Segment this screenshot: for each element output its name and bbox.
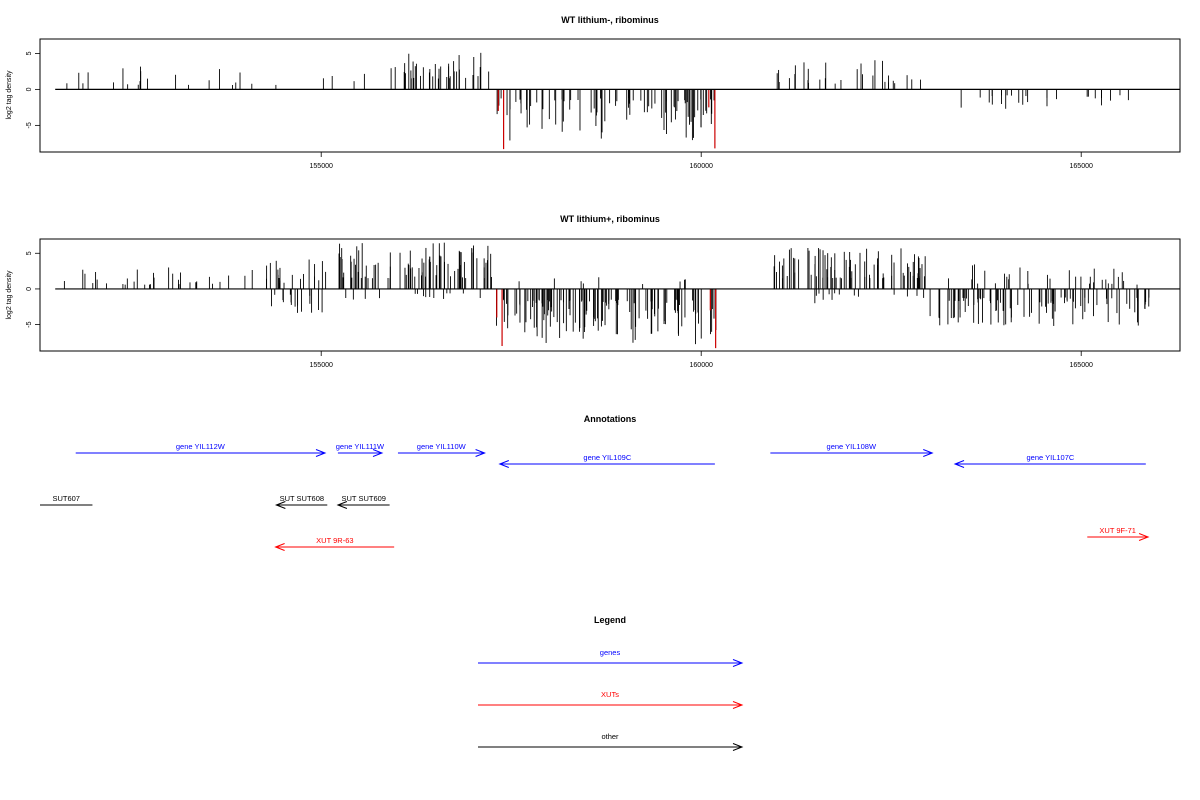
feature-label: SUT SUT609 (342, 494, 386, 503)
legend-title: Legend (594, 615, 626, 625)
feature-arrow (770, 449, 934, 457)
feature-arrow (953, 460, 1146, 468)
annotation-feature: gene YIL108W (770, 442, 934, 457)
legend-item: other (478, 732, 744, 751)
annotation-feature: gene YIL111W (336, 442, 385, 457)
x-tick-label: 160000 (690, 163, 713, 170)
legend: Legend genes XUTs other (478, 615, 744, 751)
y-tick-label: 5 (26, 251, 33, 255)
plot-frame (39, 38, 1181, 153)
y-axis: 5 0 -5 (26, 251, 40, 328)
bar-group (63, 242, 1150, 345)
feature-label: XUT 9F-71 (1099, 526, 1136, 535)
annotation-feature: gene YIL110W (397, 442, 486, 457)
annotation-feature: gene YIL109C (498, 453, 715, 468)
legend-items: genes XUTs other (478, 648, 744, 751)
feature-label: gene YIL112W (176, 442, 226, 451)
annotation-feature: SUT SUT608 (274, 494, 328, 509)
highlight-group (497, 89, 716, 150)
y-axis-label: log2 tag density (6, 70, 13, 120)
legend-label: other (601, 732, 619, 741)
feature-label: gene YIL110W (417, 442, 467, 451)
x-tick-label: 165000 (1070, 163, 1093, 170)
legend-label: genes (600, 648, 621, 657)
y-tick-label: -5 (26, 122, 33, 128)
legend-arrow (478, 659, 744, 667)
feature-arrow (498, 460, 715, 468)
y-tick-label: -5 (26, 321, 33, 327)
annotations-title: Annotations (584, 414, 637, 424)
y-tick-label: 5 (26, 51, 33, 55)
feature-label: gene YIL108W (827, 442, 877, 451)
x-axis: 155000 160000 165000 (310, 152, 1093, 170)
feature-arrow (1087, 533, 1150, 541)
annotation-feature: SUT607 (40, 494, 93, 506)
annotation-feature: SUT SUT609 (336, 494, 390, 509)
plot-frame (39, 238, 1181, 352)
y-tick-label: 0 (26, 287, 33, 291)
legend-item: genes (478, 648, 744, 667)
feature-arrow (274, 543, 395, 551)
panel-wt-lithium-minus: WT lithium-, ribominus 5 0 -5 155000 160000… (6, 15, 1181, 170)
highlight-group (496, 288, 717, 349)
feature-label: gene YIL107C (1027, 453, 1075, 462)
feature-arrow (397, 449, 486, 457)
chart-title: WT lithium-, ribominus (561, 15, 659, 25)
legend-arrow (478, 701, 744, 709)
feature-label: XUT 9R-63 (316, 536, 353, 545)
y-axis: 5 0 -5 (26, 51, 40, 128)
feature-arrow (274, 501, 328, 509)
annotation-feature: XUT 9R-63 (274, 536, 395, 551)
legend-arrow (478, 743, 744, 751)
feature-arrow (336, 501, 390, 509)
feature-arrow (75, 449, 327, 457)
annotations-panel: Annotations gene YIL112W gene YIL111W gene… (40, 414, 1150, 551)
annotation-feature: gene YIL112W (75, 442, 327, 457)
y-tick-label: 0 (26, 87, 33, 91)
x-tick-label: 160000 (690, 362, 713, 369)
annotation-feature: XUT 9F-71 (1087, 526, 1150, 541)
feature-group: gene YIL112W gene YIL111W gene YIL110W gene… (40, 442, 1150, 551)
y-axis-label: log2 tag density (6, 270, 13, 320)
chart-title: WT lithium+, ribominus (560, 214, 660, 224)
bar-group (66, 52, 1129, 141)
annotation-feature: gene YIL107C (953, 453, 1146, 468)
x-tick-label: 155000 (310, 362, 333, 369)
legend-item: XUTs (478, 690, 744, 709)
legend-label: XUTs (601, 690, 619, 699)
feature-label: gene YIL109C (583, 453, 631, 462)
feature-label: gene YIL111W (336, 442, 385, 451)
x-tick-label: 165000 (1070, 362, 1093, 369)
feature-label: SUT SUT608 (280, 494, 324, 503)
panel-wt-lithium-plus: WT lithium+, ribominus 5 0 -5 155000 160000… (6, 214, 1181, 369)
x-tick-label: 155000 (310, 163, 333, 170)
x-axis: 155000 160000 165000 (310, 351, 1093, 369)
feature-label: SUT607 (52, 494, 80, 503)
feature-arrow (337, 449, 384, 457)
